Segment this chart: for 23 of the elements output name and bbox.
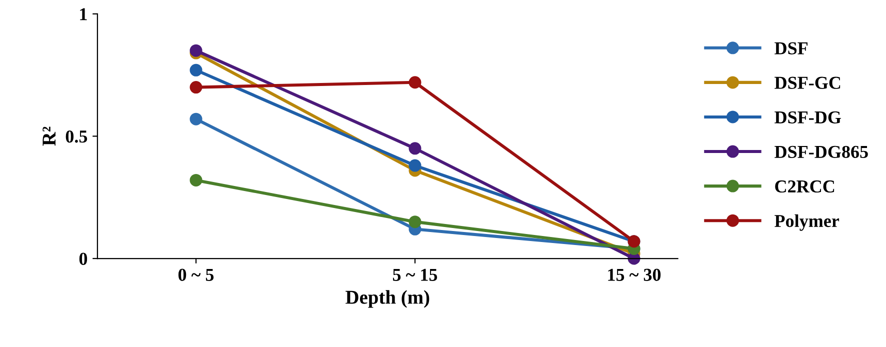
point <box>408 216 422 228</box>
point <box>408 76 422 89</box>
point <box>190 81 202 94</box>
x-tick-label: 0 ~ 5 <box>178 268 214 281</box>
x-tick-label: 15 ~ 30 <box>608 268 661 281</box>
point <box>408 142 422 155</box>
y-tick-label: 1 <box>80 8 87 20</box>
legend-label: Polymer <box>774 214 840 231</box>
point <box>190 174 202 186</box>
y-axis-title: R² <box>42 126 56 146</box>
x-tick-label: 5 ~ 15 <box>392 268 438 281</box>
legend-label: C2RCC <box>775 180 834 193</box>
point <box>408 159 422 172</box>
legend-label: DSF-DG865 <box>774 146 868 158</box>
point <box>190 112 202 126</box>
y-tick-label: 0.5 <box>66 130 88 143</box>
x-axis-title: Depth (m) <box>346 290 430 308</box>
legend-label: DSF-DG <box>774 111 841 124</box>
legend-label: DSF <box>774 42 808 54</box>
y-tick-label: 0 <box>79 252 88 265</box>
point <box>190 44 202 57</box>
legend-label: DSF-GC <box>774 76 840 89</box>
point <box>190 64 202 76</box>
